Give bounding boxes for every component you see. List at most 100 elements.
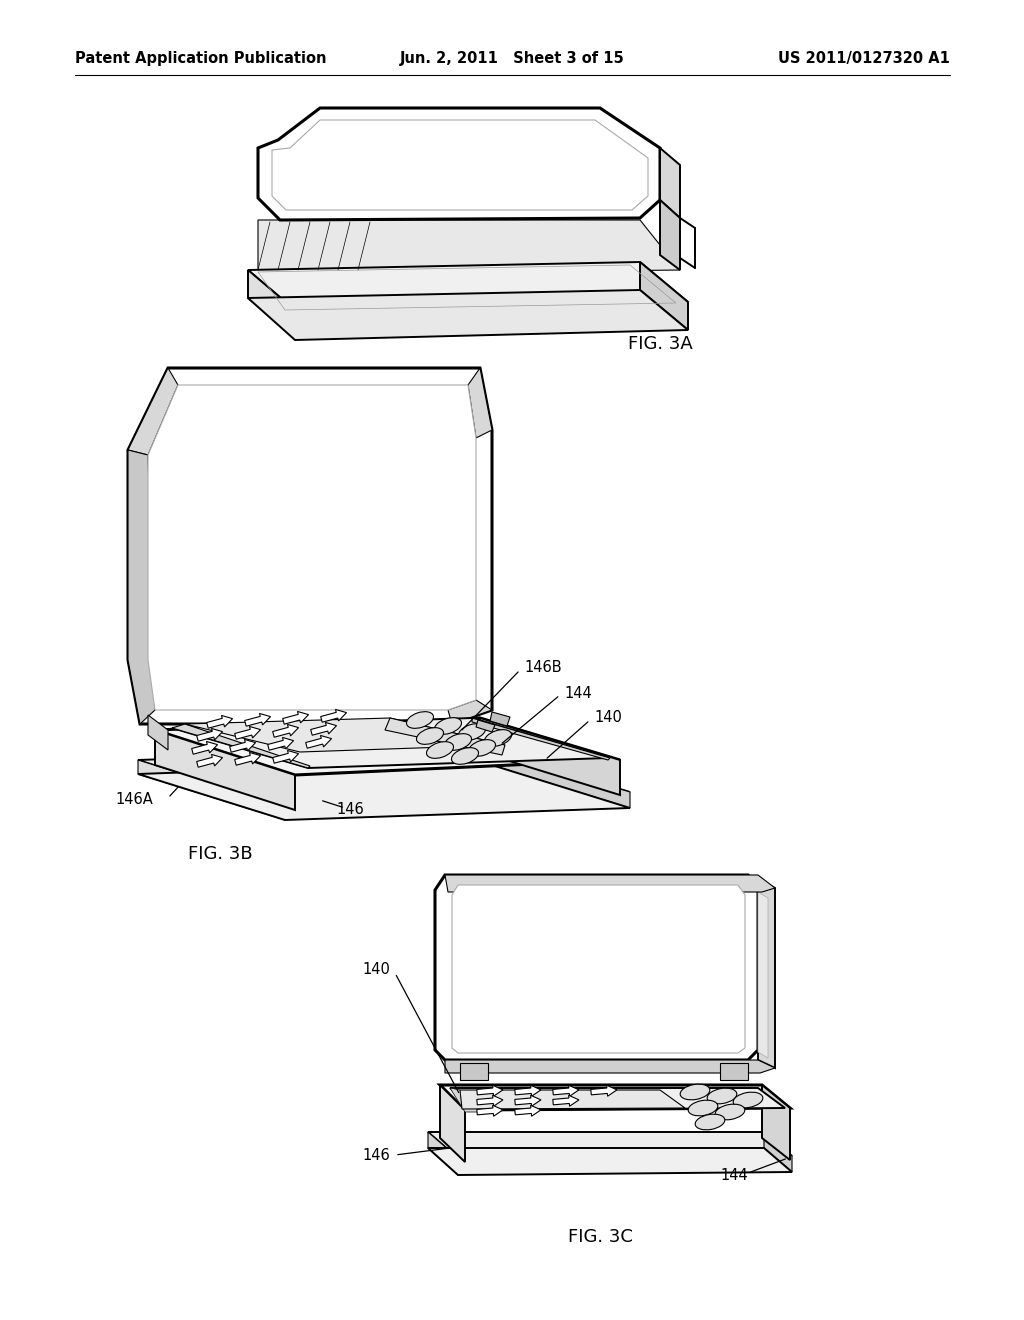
Polygon shape: [449, 700, 492, 723]
Text: 144: 144: [564, 685, 592, 701]
Polygon shape: [553, 1085, 579, 1096]
Polygon shape: [306, 735, 332, 748]
Polygon shape: [207, 715, 232, 729]
Text: 140: 140: [362, 962, 390, 978]
Ellipse shape: [680, 1084, 710, 1100]
Polygon shape: [385, 718, 505, 755]
Text: 146: 146: [336, 803, 364, 817]
Polygon shape: [640, 261, 688, 330]
Ellipse shape: [426, 742, 454, 759]
Polygon shape: [762, 1085, 790, 1160]
Ellipse shape: [484, 730, 512, 746]
Polygon shape: [310, 722, 337, 735]
Polygon shape: [440, 1085, 790, 1110]
Polygon shape: [248, 261, 688, 310]
Polygon shape: [553, 1096, 579, 1106]
Polygon shape: [229, 739, 256, 752]
Polygon shape: [445, 1060, 775, 1073]
Polygon shape: [272, 751, 299, 763]
Ellipse shape: [417, 727, 443, 744]
Polygon shape: [155, 730, 295, 810]
Ellipse shape: [469, 739, 496, 756]
Polygon shape: [477, 1096, 503, 1106]
Polygon shape: [248, 290, 688, 341]
Text: 146B: 146B: [524, 660, 561, 676]
Polygon shape: [660, 148, 680, 218]
Ellipse shape: [407, 711, 433, 729]
Polygon shape: [128, 450, 155, 723]
Polygon shape: [480, 718, 620, 795]
Text: FIG. 3B: FIG. 3B: [187, 845, 252, 863]
Polygon shape: [191, 742, 217, 754]
Polygon shape: [435, 875, 758, 1060]
Polygon shape: [138, 760, 285, 820]
Polygon shape: [172, 718, 608, 768]
Polygon shape: [258, 220, 680, 275]
Ellipse shape: [444, 734, 471, 750]
Polygon shape: [450, 1088, 785, 1110]
Ellipse shape: [715, 1104, 744, 1119]
Text: Jun. 2, 2011   Sheet 3 of 15: Jun. 2, 2011 Sheet 3 of 15: [399, 50, 625, 66]
Polygon shape: [248, 271, 295, 338]
Ellipse shape: [695, 1114, 725, 1130]
Text: US 2011/0127320 A1: US 2011/0127320 A1: [778, 50, 950, 66]
Polygon shape: [258, 108, 660, 220]
Polygon shape: [477, 1085, 503, 1096]
Polygon shape: [138, 762, 630, 820]
Polygon shape: [460, 1090, 685, 1109]
Polygon shape: [515, 1096, 541, 1106]
Polygon shape: [440, 1085, 465, 1162]
Ellipse shape: [688, 1100, 718, 1115]
Polygon shape: [591, 1085, 616, 1096]
Polygon shape: [283, 711, 308, 725]
Polygon shape: [748, 875, 775, 1068]
Ellipse shape: [708, 1088, 737, 1104]
Text: FIG. 3A: FIG. 3A: [628, 335, 692, 352]
Polygon shape: [468, 368, 492, 438]
Ellipse shape: [434, 718, 462, 734]
Polygon shape: [148, 715, 168, 750]
Polygon shape: [155, 718, 620, 775]
Polygon shape: [128, 368, 178, 455]
Polygon shape: [428, 1148, 792, 1175]
Polygon shape: [428, 1133, 458, 1175]
Text: FIG. 3C: FIG. 3C: [567, 1228, 633, 1246]
Ellipse shape: [733, 1092, 763, 1107]
Polygon shape: [272, 725, 299, 737]
Polygon shape: [128, 368, 492, 723]
Polygon shape: [234, 752, 260, 766]
Polygon shape: [197, 755, 222, 767]
Polygon shape: [245, 713, 270, 726]
Polygon shape: [185, 718, 505, 752]
Polygon shape: [720, 1063, 748, 1080]
Polygon shape: [172, 723, 310, 768]
Polygon shape: [460, 1063, 488, 1080]
Polygon shape: [148, 385, 476, 710]
Polygon shape: [472, 718, 610, 760]
Polygon shape: [234, 726, 260, 739]
Polygon shape: [272, 120, 648, 210]
Polygon shape: [477, 1105, 503, 1117]
Polygon shape: [450, 1088, 480, 1111]
Ellipse shape: [452, 747, 478, 764]
Polygon shape: [321, 709, 346, 722]
Polygon shape: [476, 719, 495, 733]
Polygon shape: [660, 201, 680, 271]
Polygon shape: [482, 748, 630, 808]
Text: 146A: 146A: [115, 792, 153, 808]
Polygon shape: [490, 711, 510, 726]
Polygon shape: [267, 738, 294, 750]
Polygon shape: [138, 748, 630, 807]
Text: 140: 140: [594, 710, 622, 726]
Polygon shape: [515, 1085, 541, 1096]
Text: Patent Application Publication: Patent Application Publication: [75, 50, 327, 66]
Polygon shape: [452, 884, 745, 1053]
Polygon shape: [428, 1133, 792, 1158]
Polygon shape: [445, 875, 775, 892]
Polygon shape: [197, 729, 222, 742]
Ellipse shape: [459, 723, 485, 741]
Text: 144: 144: [720, 1167, 748, 1183]
Polygon shape: [764, 1133, 792, 1172]
Polygon shape: [758, 892, 768, 1059]
Text: 146: 146: [362, 1147, 390, 1163]
